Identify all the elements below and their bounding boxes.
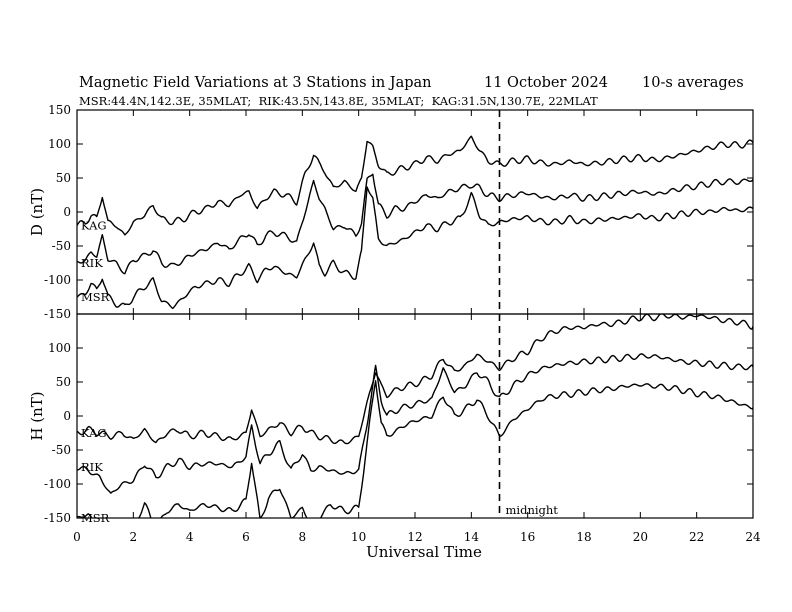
h-axis-label: H (nT)	[28, 391, 46, 440]
h-y-axis: -150 -100 -50 0 50 100	[44, 341, 753, 525]
d-series-label-kag: KAG	[81, 219, 107, 233]
x-tick-label: 2	[130, 530, 138, 544]
y-tick-label: -50	[52, 443, 71, 457]
x-tick-label: 0	[73, 530, 81, 544]
x-tick-label: 18	[576, 530, 591, 544]
x-tick-label: 12	[407, 530, 422, 544]
d-y-axis: -150 -100 -50 0 50 100 150	[44, 103, 753, 321]
x-tick-label: 6	[242, 530, 250, 544]
h-series-label-rik: RIK	[81, 460, 103, 474]
d-series-rik	[77, 173, 753, 275]
y-tick-label: 0	[63, 409, 71, 423]
h-series-group	[77, 314, 753, 518]
x-tick-label: 14	[464, 530, 480, 544]
y-tick-label: -150	[44, 511, 71, 525]
d-series-label-rik: RIK	[81, 256, 103, 270]
y-tick-label: 0	[63, 205, 71, 219]
d-series-label-msr: MSR	[81, 290, 110, 304]
x-axis: 0 2 4 6 8 10 12 14 16 18 20 22 24	[73, 110, 761, 544]
y-tick-label: 50	[56, 171, 71, 185]
y-tick-label: 150	[48, 103, 71, 117]
d-series-kag	[77, 135, 753, 236]
x-tick-label: 4	[186, 530, 194, 544]
h-series-label-msr: MSR	[81, 511, 110, 525]
d-axis-label: D (nT)	[28, 188, 46, 236]
y-tick-label: 50	[56, 375, 71, 389]
y-tick-label: 100	[48, 341, 71, 355]
y-tick-label: -100	[44, 273, 71, 287]
d-series-group	[77, 135, 753, 310]
y-tick-label: -50	[52, 239, 71, 253]
d-panel-frame	[76, 109, 754, 315]
x-tick-label: 8	[299, 530, 307, 544]
chart-date: 11 October 2024	[484, 75, 608, 91]
x-tick-label: 10	[351, 530, 366, 544]
x-tick-label: 20	[633, 530, 648, 544]
y-tick-label: 100	[48, 137, 71, 151]
x-tick-label: 16	[520, 530, 535, 544]
x-tick-label: 22	[689, 530, 704, 544]
h-panel-frame	[76, 313, 754, 519]
x-tick-label: 24	[745, 530, 761, 544]
station-coordinates: MSR:44.4N,142.3E, 35MLAT; RIK:43.5N,143.…	[79, 94, 598, 108]
h-series-rik	[77, 353, 753, 494]
x-axis-label: Universal Time	[366, 543, 482, 561]
y-tick-label: -100	[44, 477, 71, 491]
midnight-label: midnight	[506, 503, 559, 517]
y-tick-label: -150	[44, 307, 71, 321]
h-series-msr	[77, 380, 753, 518]
series-labels: KAG RIK MSR KAG RIK MSR	[81, 219, 110, 525]
d-series-msr	[77, 186, 753, 310]
chart-title: Magnetic Field Variations at 3 Stations …	[79, 75, 432, 91]
h-series-kag	[77, 314, 753, 445]
h-series-label-kag: KAG	[81, 426, 107, 440]
averaging-label: 10-s averages	[642, 75, 744, 91]
